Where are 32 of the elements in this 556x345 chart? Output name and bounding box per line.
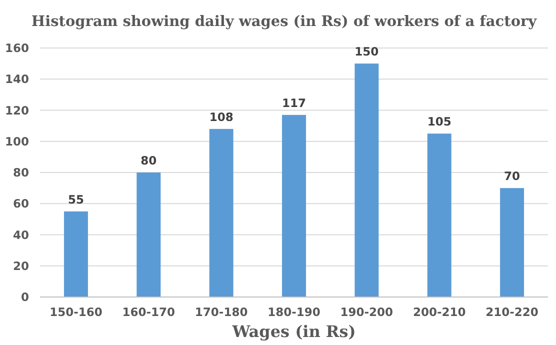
bar [427, 134, 452, 297]
data-label: 80 [140, 154, 157, 168]
data-label: 70 [504, 169, 520, 184]
bar [282, 114, 306, 297]
bar [209, 128, 234, 297]
x-tick-label: 170-180 [194, 305, 248, 319]
data-label: 150 [354, 44, 379, 59]
x-axis-title: Wages (in Rs) [231, 322, 356, 341]
data-label: 108 [209, 110, 234, 124]
y-tick-label: 100 [4, 134, 29, 148]
x-tick-label: 210-220 [486, 305, 538, 319]
bar [354, 64, 379, 297]
x-tick-label: 150-160 [50, 305, 102, 319]
y-tick-label: 20 [12, 258, 29, 273]
y-tick-label: 140 [4, 72, 29, 86]
data-label: 117 [282, 96, 306, 110]
data-label: 105 [427, 114, 452, 129]
y-tick-label: 120 [4, 103, 29, 118]
y-tick-label: 0 [20, 290, 29, 304]
y-tick-label: 40 [12, 228, 29, 242]
y-tick-label: 80 [12, 166, 29, 180]
x-tick-label: 190-200 [340, 305, 394, 319]
bar [500, 188, 524, 297]
chart-title: Histogram showing daily wages (in Rs) of workers of a factory [31, 13, 538, 30]
y-tick-label: 160 [4, 41, 29, 56]
bar [64, 211, 88, 297]
y-tick-label: 60 [12, 196, 29, 211]
x-tick-label: 160-170 [122, 305, 176, 319]
bar [136, 172, 161, 297]
x-tick-label: 180-190 [268, 305, 320, 319]
data-label: 55 [68, 192, 84, 206]
x-tick-label: 200-210 [412, 305, 466, 319]
